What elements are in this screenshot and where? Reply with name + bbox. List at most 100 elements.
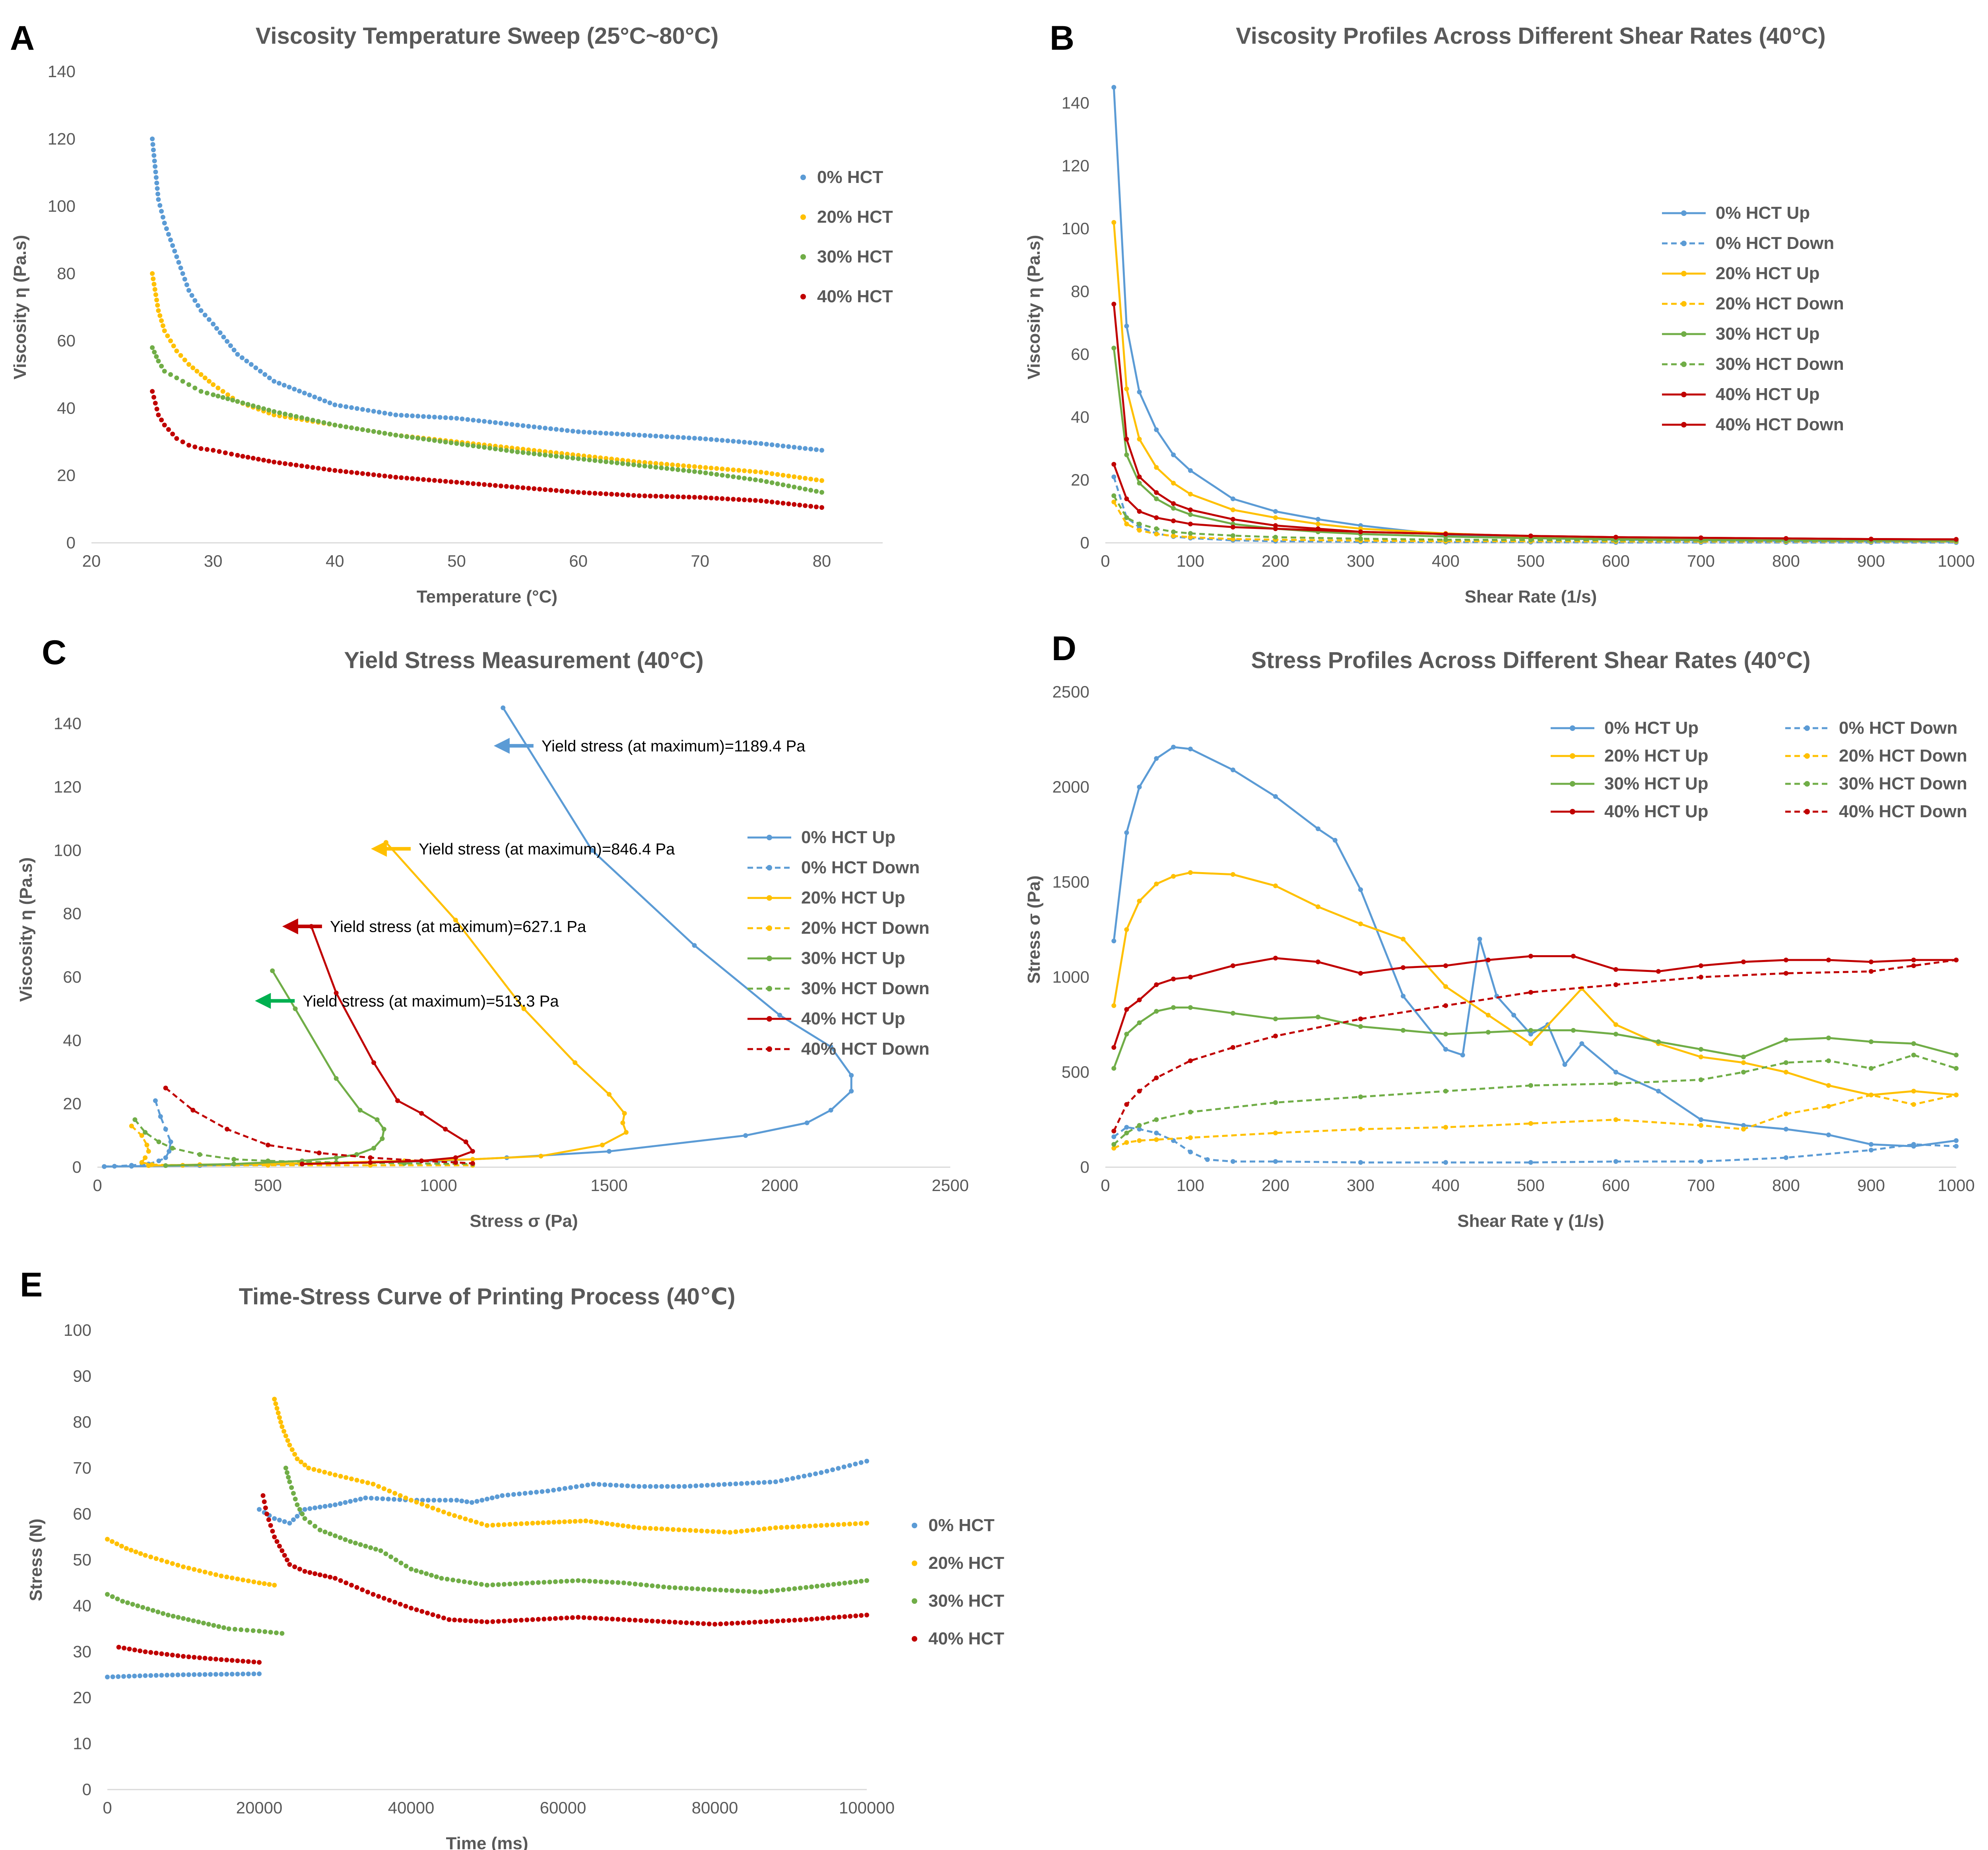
legend-marker (767, 835, 772, 840)
data-point (419, 1570, 424, 1575)
data-point (530, 1617, 535, 1622)
legend-item: 0% HCT Up (1551, 718, 1699, 738)
data-point (642, 433, 647, 438)
data-point (419, 1158, 424, 1164)
y-tick-label: 1000 (1052, 968, 1089, 986)
data-point (747, 468, 753, 474)
data-point (703, 470, 708, 476)
data-point (841, 1464, 846, 1469)
data-point (1171, 518, 1176, 523)
data-point (1613, 534, 1618, 540)
data-point (127, 1646, 132, 1652)
data-point (244, 358, 249, 363)
legend-marker (1681, 392, 1687, 397)
data-point (1124, 1102, 1129, 1107)
y-tick-label: 20 (63, 1094, 82, 1113)
data-point (178, 353, 183, 358)
data-point (132, 1673, 137, 1679)
data-point (664, 466, 670, 471)
data-point (338, 1474, 343, 1479)
data-point (393, 1557, 398, 1562)
data-point (764, 499, 769, 504)
data-point (334, 1076, 339, 1081)
data-point (1171, 1005, 1176, 1010)
data-point (264, 1512, 270, 1516)
data-point (780, 482, 786, 488)
data-point (322, 1529, 328, 1535)
data-point (1188, 1005, 1193, 1010)
data-point (354, 470, 359, 476)
data-point (1358, 887, 1363, 892)
data-point (155, 186, 160, 191)
data-point (1231, 507, 1235, 513)
data-point (1273, 1130, 1278, 1135)
series-line (1113, 1126, 1957, 1164)
data-point (745, 1528, 750, 1533)
data-point (742, 497, 747, 502)
x-tick-label: 2500 (932, 1176, 969, 1195)
data-point (703, 436, 708, 441)
data-point (625, 492, 631, 497)
data-point (609, 460, 614, 465)
data-point (287, 1521, 292, 1526)
data-point (1571, 1028, 1576, 1033)
data-point (1154, 1117, 1159, 1122)
data-point (333, 1533, 338, 1538)
data-point (376, 1484, 381, 1489)
x-tick-label: 60 (569, 552, 588, 570)
data-point (371, 1592, 376, 1597)
data-point (163, 1085, 168, 1090)
x-tick-label: 20000 (236, 1798, 283, 1817)
data-point (701, 1587, 706, 1592)
series-0-hct-down (1111, 1125, 1959, 1165)
data-point (504, 448, 509, 453)
data-point (456, 1578, 461, 1584)
data-point (1562, 1062, 1567, 1067)
data-point (381, 1596, 386, 1601)
data-point (430, 1612, 435, 1617)
data-point (1316, 1014, 1320, 1020)
data-point (1171, 452, 1176, 457)
data-point (192, 1672, 197, 1677)
data-point (292, 1564, 297, 1569)
series-40-hct (116, 1493, 869, 1665)
data-point (470, 1161, 475, 1166)
data-point (489, 1495, 495, 1500)
data-point (807, 1524, 812, 1529)
data-point (225, 392, 230, 397)
data-point (587, 490, 592, 496)
data-point (112, 1164, 117, 1169)
data-point (553, 427, 559, 432)
data-point (479, 1521, 484, 1526)
data-point (825, 1615, 831, 1621)
data-point (474, 1619, 479, 1624)
data-point (848, 1614, 853, 1619)
data-point (150, 1608, 155, 1613)
data-point (415, 435, 421, 441)
legend-label: 0% HCT (928, 1516, 994, 1535)
data-point (197, 1152, 202, 1157)
data-point (1231, 525, 1235, 530)
x-tick-label: 800 (1772, 1176, 1800, 1195)
y-tick-label: 500 (1062, 1063, 1089, 1081)
data-point (162, 369, 167, 374)
legend-marker (1681, 301, 1687, 307)
data-point (338, 1578, 343, 1583)
data-point (686, 494, 691, 499)
data-point (297, 389, 302, 394)
data-point (219, 1657, 224, 1662)
data-point (620, 458, 625, 463)
legend-label: 20% HCT (817, 207, 893, 227)
data-point (152, 350, 157, 355)
data-point (130, 1602, 135, 1607)
data-point (421, 436, 426, 441)
data-point (705, 1529, 710, 1534)
data-point (1443, 1047, 1448, 1052)
data-point (235, 1576, 240, 1582)
data-point (1954, 957, 1959, 962)
data-point (808, 504, 813, 509)
y-tick-label: 20 (57, 466, 76, 485)
series-30-hct-down (132, 1117, 475, 1167)
data-point (570, 1578, 575, 1584)
data-point (576, 456, 581, 461)
